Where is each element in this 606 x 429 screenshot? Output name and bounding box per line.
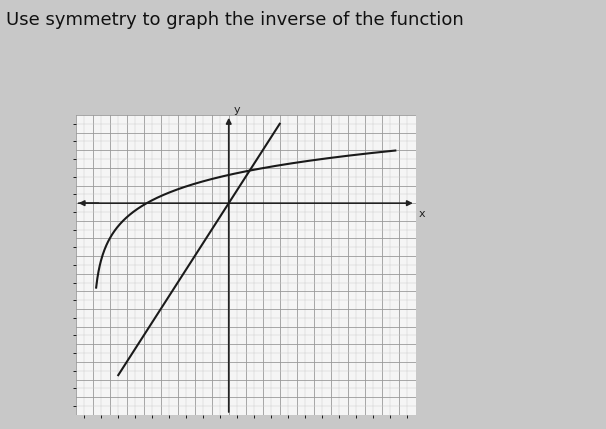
Text: y: y <box>234 105 241 115</box>
Text: x: x <box>419 209 426 219</box>
Text: Use symmetry to graph the inverse of the function: Use symmetry to graph the inverse of the… <box>6 11 464 29</box>
